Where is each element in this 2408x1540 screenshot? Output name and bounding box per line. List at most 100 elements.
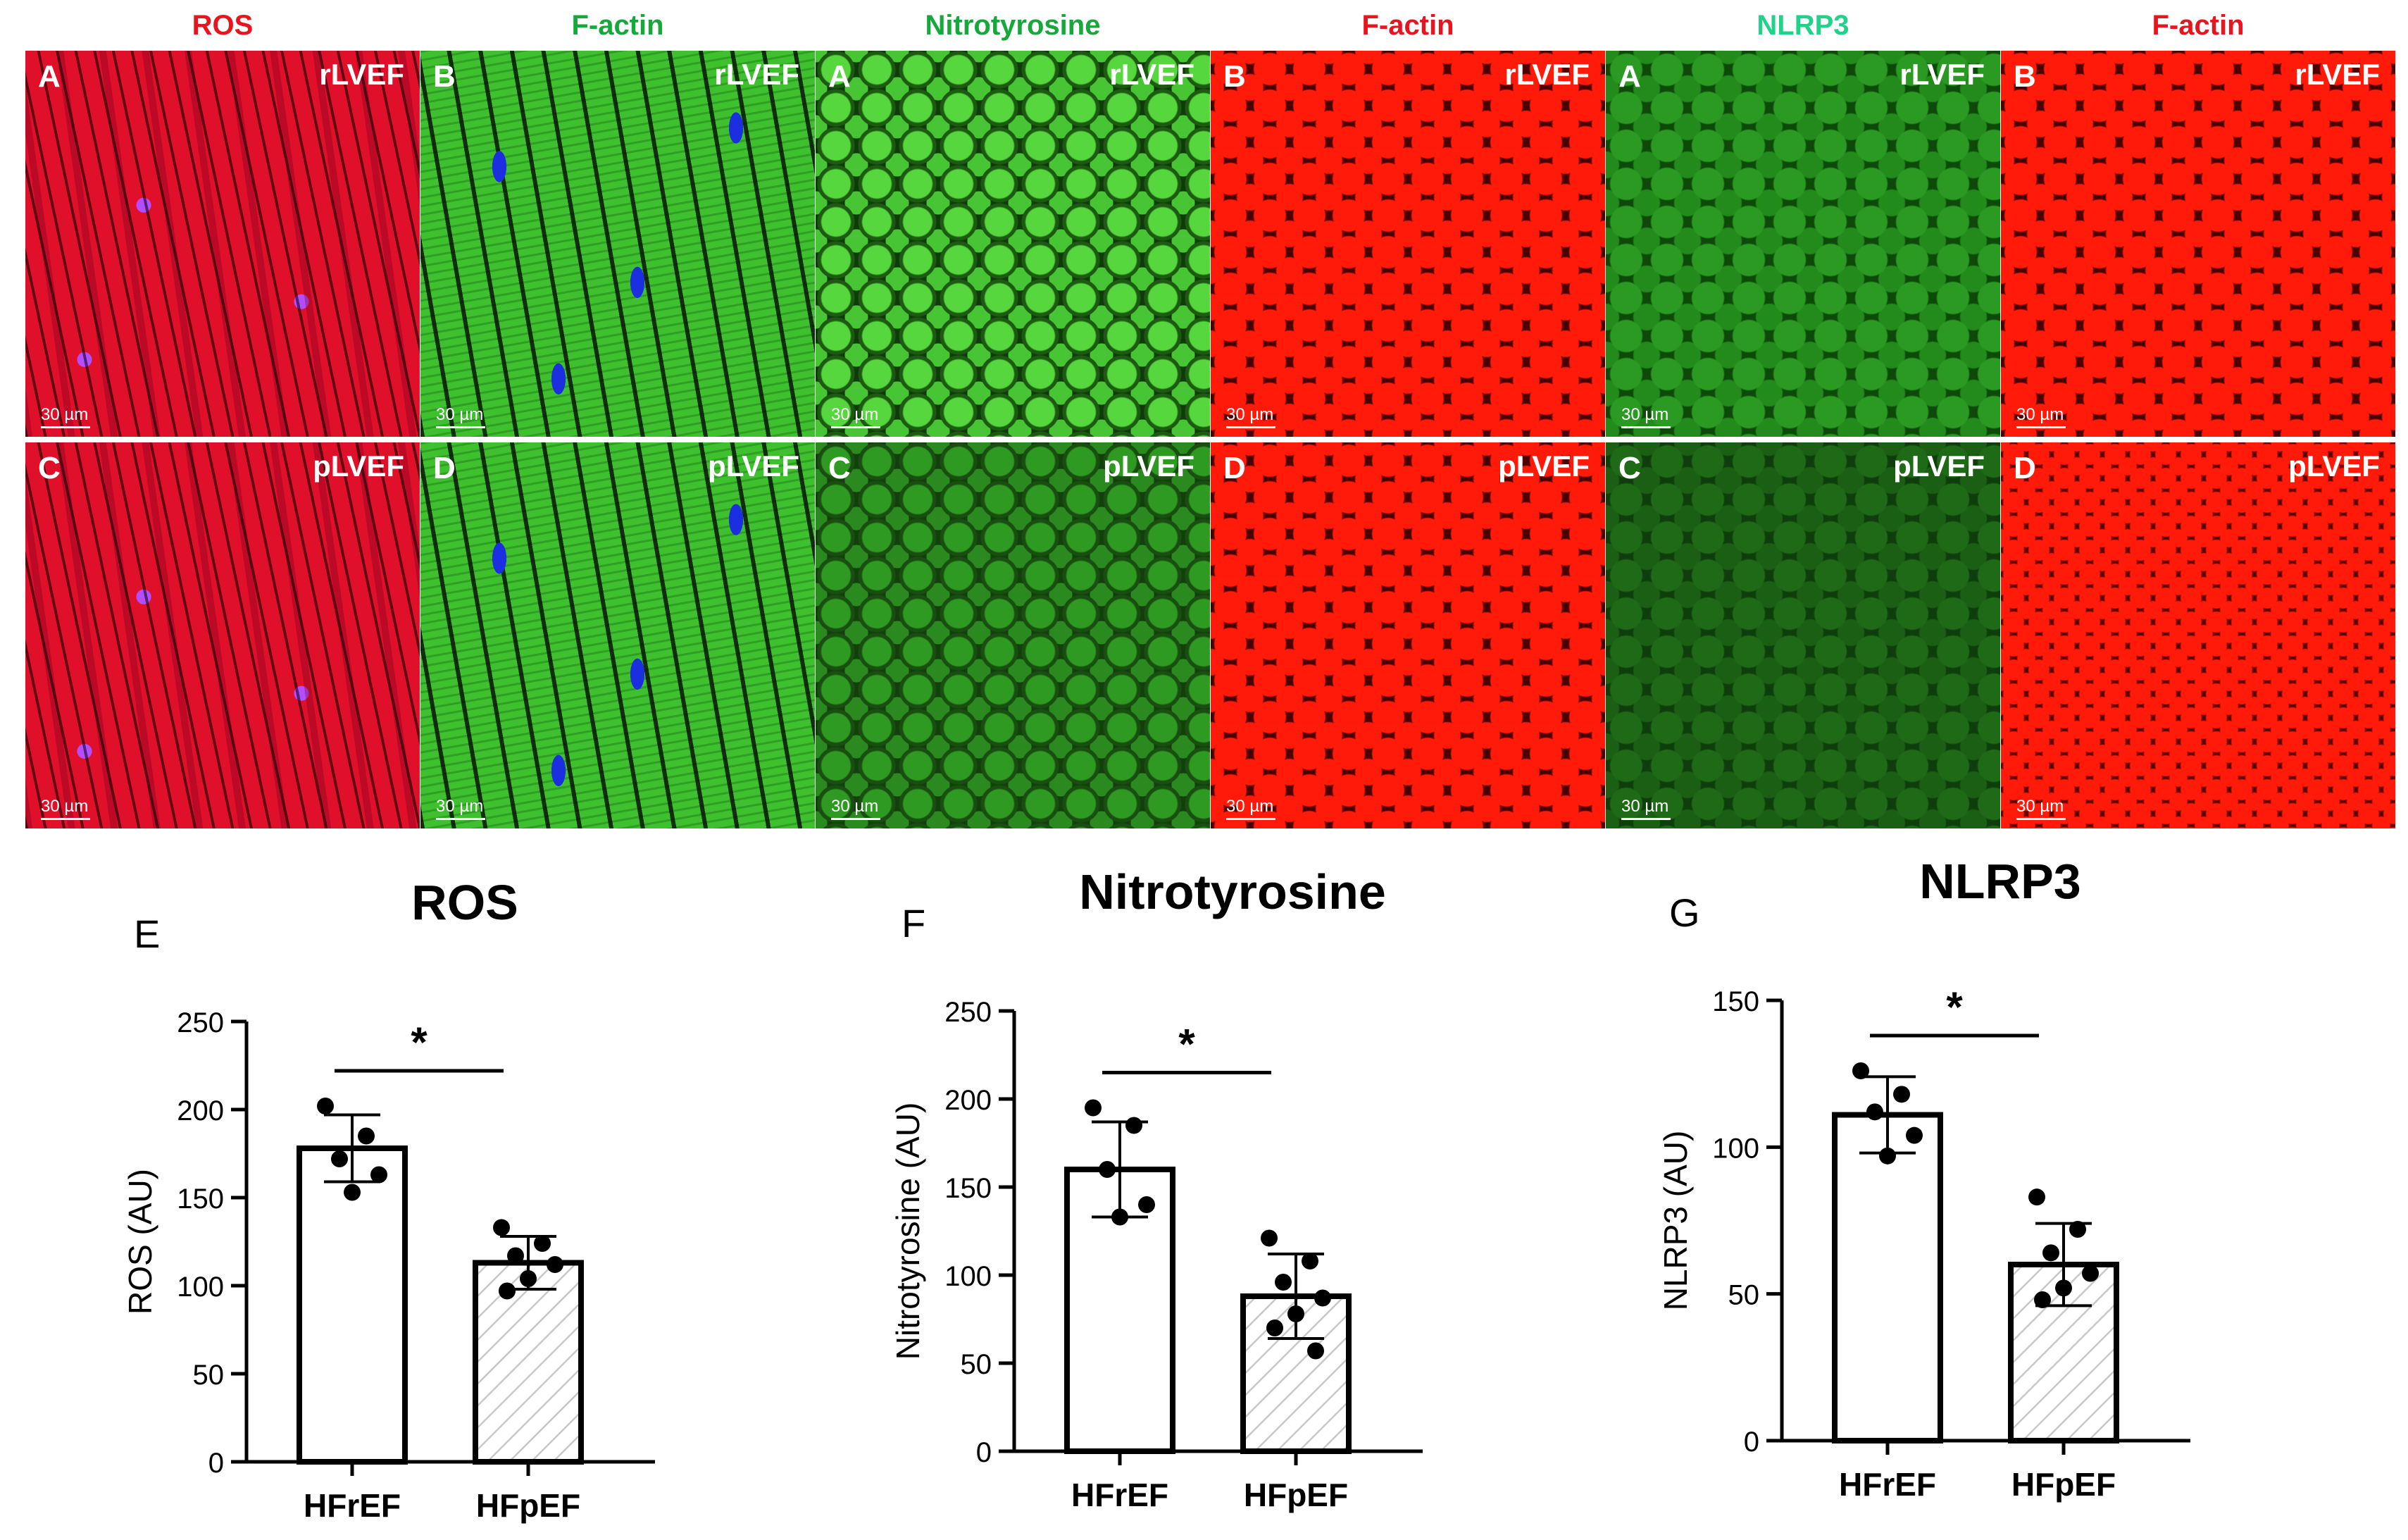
data-point — [1111, 1208, 1128, 1226]
scale-bar: 30 µm — [1621, 797, 1671, 820]
x-tick-label: HFpEF — [2011, 1466, 2116, 1503]
data-point — [493, 1219, 510, 1236]
panel-letter: A — [1618, 59, 1641, 94]
column-title-ros: ROS — [192, 10, 254, 41]
scale-bar: 30 µm — [436, 797, 485, 820]
significance-marker: * — [1946, 983, 1963, 1031]
y-tick-label: 0 — [208, 1448, 224, 1479]
y-tick-label: 200 — [944, 1085, 992, 1116]
chart-ros: E ROS ROS (AU) 0 50 100 150 200 250 HFrEF HFpEF * — [122, 875, 655, 1524]
data-point — [1138, 1196, 1155, 1213]
data-point — [2028, 1188, 2045, 1206]
data-point — [1893, 1086, 1910, 1103]
condition-label: rLVEF — [319, 58, 404, 91]
column-title-factin-2: F-actin — [1361, 10, 1454, 41]
chart-title: NLRP3 — [1919, 854, 2081, 909]
condition-label: rLVEF — [1504, 58, 1590, 91]
data-point — [2034, 1291, 2051, 1308]
scale-bar: 30 µm — [41, 405, 90, 428]
scale-bar: 30 µm — [1226, 797, 1275, 820]
column-title-factin-3: F-actin — [2152, 10, 2245, 41]
y-tick-label: 100 — [1712, 1133, 1759, 1164]
data-point — [520, 1270, 537, 1287]
y-tick-label: 250 — [944, 997, 992, 1028]
y-tick-label: 200 — [177, 1095, 224, 1126]
chart-title: Nitrotyrosine — [1079, 864, 1386, 919]
y-tick-label: 150 — [177, 1184, 224, 1215]
y-tick-label: 0 — [1744, 1427, 1759, 1458]
data-point — [1852, 1062, 1869, 1079]
panel-letter: C — [828, 451, 851, 485]
data-point — [1085, 1099, 1102, 1117]
panel-letter: B — [433, 59, 456, 94]
data-point — [2069, 1221, 2086, 1238]
scale-bar: 30 µm — [831, 405, 880, 428]
x-tick-label: HFpEF — [1244, 1477, 1348, 1513]
data-point — [1307, 1342, 1324, 1360]
column-title-nitrotyrosine: Nitrotyrosine — [925, 10, 1101, 41]
condition-label: pLVEF — [1893, 449, 1985, 483]
chart-title: ROS — [411, 875, 518, 930]
x-tick-label: HFrEF — [1839, 1466, 1936, 1503]
x-tick-label: HFpEF — [476, 1487, 580, 1524]
bar-hfref — [1832, 1112, 1943, 1443]
data-point — [1266, 1319, 1283, 1336]
x-tick-label: HFrEF — [1071, 1477, 1168, 1513]
y-tick-label: 0 — [976, 1437, 992, 1468]
data-point — [317, 1098, 334, 1114]
y-tick-label: 50 — [1728, 1280, 1760, 1311]
data-point — [1302, 1253, 1318, 1269]
data-point — [1275, 1274, 1292, 1291]
data-point — [370, 1166, 387, 1184]
panel-letter: G — [1669, 890, 1700, 935]
data-point — [1099, 1161, 1116, 1178]
scale-bar: 30 µm — [1621, 405, 1671, 428]
condition-label: rLVEF — [714, 58, 799, 91]
data-point — [1125, 1117, 1142, 1134]
condition-label: rLVEF — [1899, 58, 1985, 91]
condition-label: pLVEF — [1498, 449, 1590, 483]
y-tick-label: 50 — [961, 1349, 992, 1380]
scale-bar: 30 µm — [41, 797, 90, 820]
panel-letter: B — [2014, 59, 2036, 94]
condition-label: pLVEF — [313, 449, 404, 483]
scale-bar: 30 µm — [1226, 405, 1275, 428]
panel-letter: D — [1223, 451, 1246, 485]
column-title-factin-1: F-actin — [571, 10, 664, 41]
condition-label: rLVEF — [1109, 58, 1194, 91]
panel-letter: C — [1618, 451, 1641, 485]
data-point — [2055, 1279, 2072, 1297]
data-point — [499, 1282, 516, 1300]
bar-hfpef — [473, 1260, 584, 1465]
data-point — [2082, 1265, 2099, 1282]
condition-label: rLVEF — [2295, 58, 2380, 91]
data-point — [534, 1235, 551, 1252]
scale-bar: 30 µm — [2016, 405, 2066, 428]
panel-letter: D — [2014, 451, 2036, 485]
data-point — [2042, 1244, 2059, 1262]
column-title-nlrp3: NLRP3 — [1757, 10, 1849, 41]
y-tick-label: 150 — [1712, 986, 1759, 1017]
condition-label: pLVEF — [2288, 449, 2380, 483]
data-point — [1906, 1126, 1923, 1144]
data-point — [1287, 1305, 1304, 1322]
data-point — [507, 1247, 524, 1265]
condition-label: pLVEF — [708, 449, 799, 483]
panel-letter: B — [1223, 59, 1246, 94]
significance-marker: * — [1178, 1021, 1195, 1068]
y-axis-label: Nitrotyrosine (AU) — [890, 1103, 926, 1360]
scale-bar: 30 µm — [831, 797, 880, 820]
y-tick-label: 150 — [944, 1173, 992, 1204]
chart-nlrp3: G NLRP3 NLRP3 (AU) 0 50 100 150 HFrEF HFpEF * — [1657, 854, 2190, 1503]
data-point — [344, 1184, 361, 1201]
